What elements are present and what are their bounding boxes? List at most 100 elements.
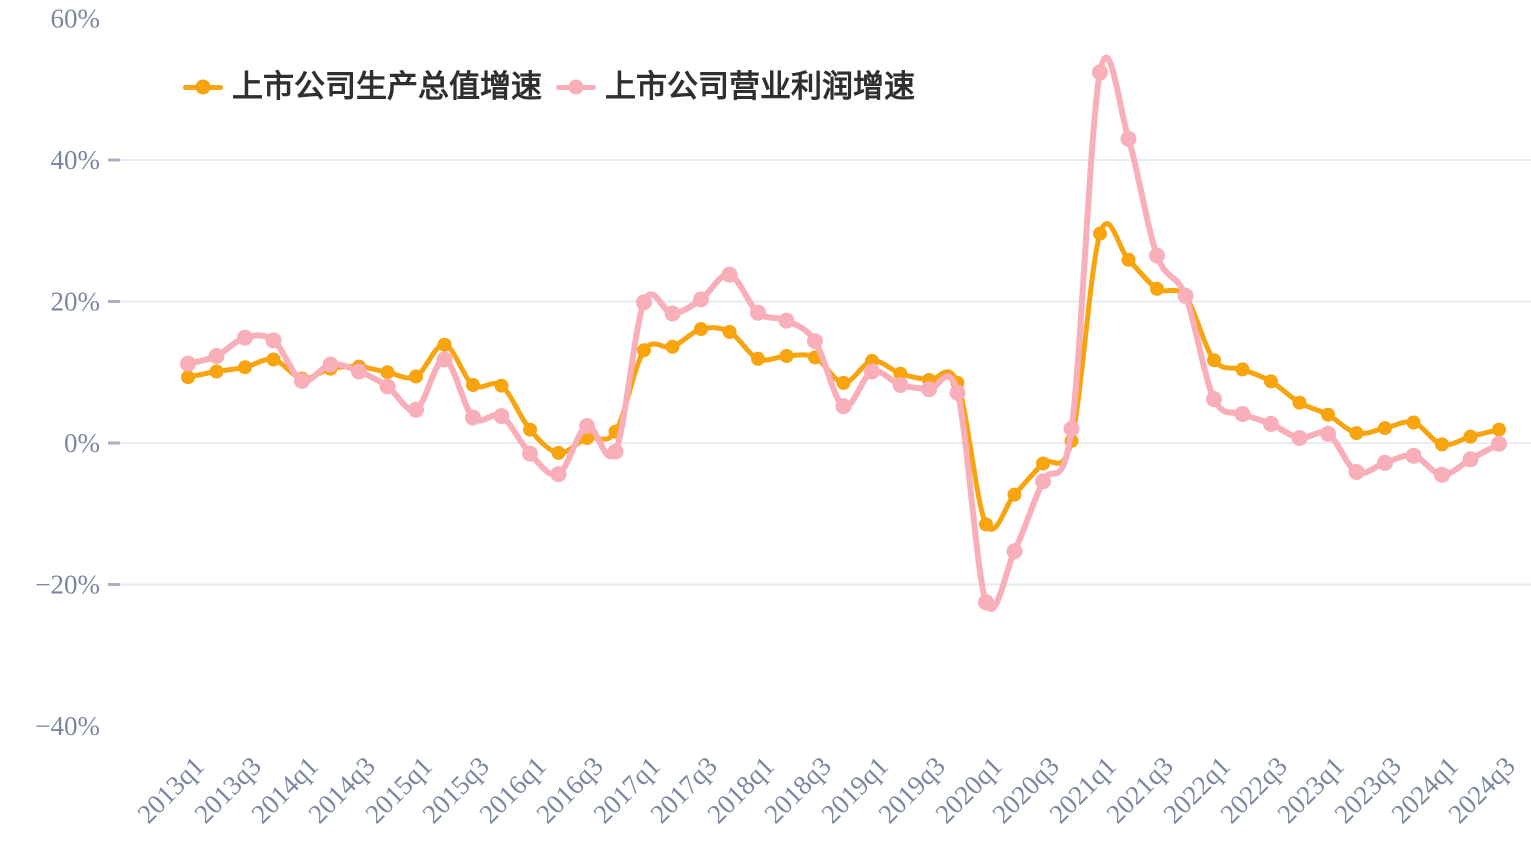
data-point-profit-growth bbox=[579, 418, 595, 434]
legend-item-profit-growth[interactable]: 上市公司营业利润增速 bbox=[556, 69, 915, 104]
data-point-gdp-growth bbox=[694, 322, 708, 337]
legend-label-profit-growth: 上市公司营业利润增速 bbox=[605, 69, 915, 104]
data-point-profit-growth bbox=[778, 312, 795, 329]
y-axis-label: 0% bbox=[64, 428, 100, 458]
data-point-profit-growth bbox=[436, 351, 453, 368]
data-point-profit-growth bbox=[1434, 466, 1450, 483]
data-point-profit-growth bbox=[493, 408, 510, 425]
data-point-gdp-growth bbox=[836, 375, 851, 390]
data-point-gdp-growth bbox=[1093, 226, 1107, 241]
data-point-profit-growth bbox=[636, 294, 652, 311]
data-point-gdp-growth bbox=[209, 364, 224, 379]
data-point-profit-growth bbox=[693, 291, 709, 308]
y-axis-label: 60% bbox=[51, 4, 101, 34]
data-point-profit-growth bbox=[1063, 420, 1080, 437]
data-point-gdp-growth bbox=[1292, 395, 1307, 410]
data-point-profit-growth bbox=[1291, 430, 1308, 446]
data-point-profit-growth bbox=[237, 329, 253, 346]
data-point-profit-growth bbox=[322, 356, 339, 373]
data-point-gdp-growth bbox=[637, 343, 651, 358]
data-point-profit-growth bbox=[208, 348, 225, 364]
data-point-gdp-growth bbox=[1406, 415, 1421, 430]
data-point-gdp-growth bbox=[1492, 422, 1506, 437]
data-point-gdp-growth bbox=[266, 352, 281, 367]
data-point-profit-growth bbox=[807, 333, 823, 350]
data-point-gdp-growth bbox=[1036, 456, 1050, 471]
data-point-profit-growth bbox=[180, 355, 196, 372]
legend-dot-icon bbox=[568, 79, 584, 95]
y-axis-label: 40% bbox=[51, 145, 101, 175]
data-point-profit-growth bbox=[265, 332, 282, 349]
data-point-gdp-growth bbox=[409, 369, 423, 384]
data-point-gdp-growth bbox=[979, 517, 993, 532]
data-point-gdp-growth bbox=[1207, 353, 1221, 368]
data-point-profit-growth bbox=[1405, 447, 1422, 464]
data-point-gdp-growth bbox=[779, 349, 794, 363]
data-point-profit-growth bbox=[294, 372, 310, 389]
data-point-gdp-growth bbox=[380, 365, 395, 380]
data-point-profit-growth bbox=[1491, 435, 1507, 452]
data-point-profit-growth bbox=[408, 401, 424, 418]
data-point-gdp-growth bbox=[1378, 421, 1392, 436]
data-point-profit-growth bbox=[835, 398, 852, 415]
data-point-gdp-growth bbox=[238, 360, 252, 375]
data-point-profit-growth bbox=[550, 466, 567, 483]
data-point-profit-growth bbox=[1149, 247, 1165, 264]
y-axis-label: −20% bbox=[35, 570, 100, 600]
data-point-profit-growth bbox=[522, 445, 538, 462]
data-point-profit-growth bbox=[351, 363, 367, 380]
data-point-gdp-growth bbox=[523, 422, 537, 437]
data-point-profit-growth bbox=[1035, 473, 1051, 490]
data-point-gdp-growth bbox=[181, 370, 195, 385]
data-point-gdp-growth bbox=[1007, 487, 1022, 502]
data-point-profit-growth bbox=[1462, 451, 1479, 468]
data-point-profit-growth bbox=[1177, 287, 1194, 304]
data-point-gdp-growth bbox=[893, 366, 908, 381]
data-point-gdp-growth bbox=[437, 337, 452, 352]
legend-label-gdp-growth: 上市公司生产总值增速 bbox=[232, 69, 542, 104]
data-point-gdp-growth bbox=[551, 445, 566, 460]
series-line-profit-growth bbox=[185, 54, 1502, 613]
data-point-profit-growth bbox=[721, 266, 738, 283]
data-point-profit-growth bbox=[949, 384, 966, 401]
data-point-gdp-growth bbox=[580, 431, 594, 445]
legend-line-marker-icon bbox=[183, 79, 223, 95]
data-point-profit-growth bbox=[1320, 425, 1336, 442]
data-point-gdp-growth bbox=[751, 351, 765, 366]
data-point-gdp-growth bbox=[1321, 407, 1335, 422]
data-point-gdp-growth bbox=[1463, 429, 1478, 444]
data-point-profit-growth bbox=[1006, 543, 1023, 560]
data-point-gdp-growth bbox=[1150, 281, 1164, 296]
data-point-profit-growth bbox=[1120, 130, 1137, 147]
data-point-profit-growth bbox=[750, 304, 766, 321]
data-point-gdp-growth bbox=[1264, 374, 1278, 389]
data-point-profit-growth bbox=[978, 594, 994, 611]
legend-dot-icon bbox=[195, 79, 211, 95]
data-point-gdp-growth bbox=[466, 378, 480, 392]
data-point-profit-growth bbox=[664, 305, 681, 322]
data-point-profit-growth bbox=[1206, 391, 1222, 408]
data-point-gdp-growth bbox=[722, 324, 737, 339]
data-point-gdp-growth bbox=[1121, 252, 1136, 267]
data-point-profit-growth bbox=[864, 363, 880, 380]
data-point-profit-growth bbox=[465, 409, 481, 426]
y-axis-label: −40% bbox=[35, 711, 100, 741]
data-point-profit-growth bbox=[1263, 415, 1279, 432]
data-point-profit-growth bbox=[892, 377, 909, 393]
data-point-profit-growth bbox=[1348, 464, 1365, 480]
data-point-profit-growth bbox=[1377, 454, 1393, 471]
legend-line-marker-icon bbox=[556, 79, 596, 95]
data-point-profit-growth bbox=[1234, 406, 1251, 422]
data-point-profit-growth bbox=[1092, 64, 1108, 81]
data-point-profit-growth bbox=[921, 381, 937, 398]
data-point-profit-growth bbox=[607, 443, 624, 460]
legend-item-gdp-growth[interactable]: 上市公司生产总值增速 bbox=[183, 69, 542, 104]
y-axis-label: 20% bbox=[51, 287, 101, 317]
data-point-gdp-growth bbox=[1435, 437, 1449, 452]
data-point-gdp-growth bbox=[665, 339, 680, 354]
data-point-profit-growth bbox=[379, 378, 396, 395]
data-point-gdp-growth bbox=[1235, 362, 1250, 377]
data-point-gdp-growth bbox=[1349, 426, 1364, 441]
